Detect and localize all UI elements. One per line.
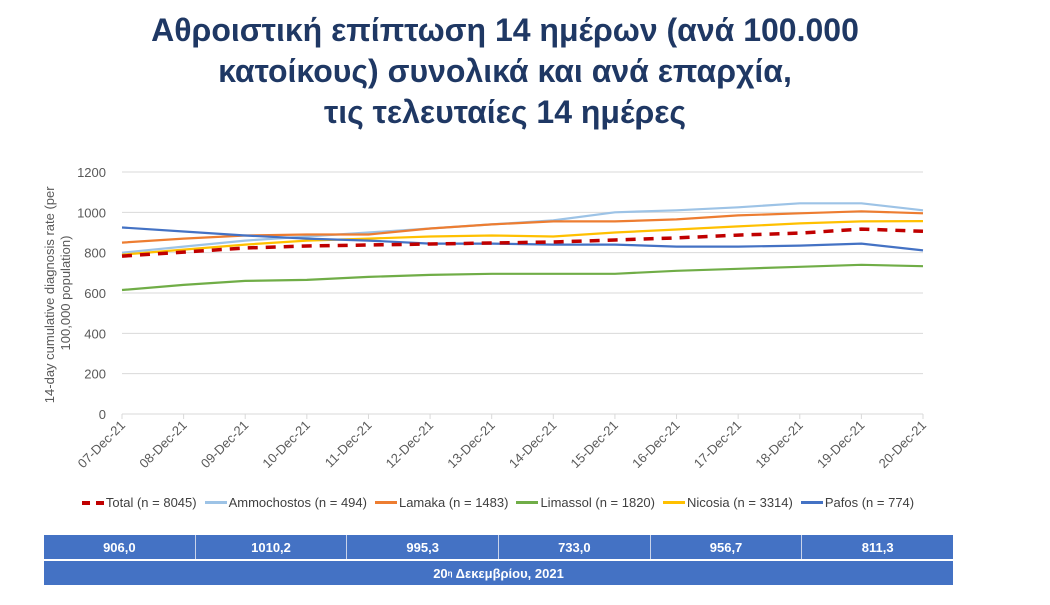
grid [122,171,923,415]
value-limassol: 733,0 [499,535,651,559]
x-tick-label: 18-Dec-21 [752,418,806,472]
title-line: κατοίκους) συνολικά και ανά επαρχία, [218,53,792,89]
series-lines [121,202,924,292]
legend-swatch [800,501,823,504]
x-tick-label: 15-Dec-21 [568,418,622,472]
legend-swatch [81,500,104,505]
legend-item: Nicosia (n = 3314) [662,495,793,510]
value-larnaka: 995,3 [347,535,500,559]
y-tick-label: 1200 [77,165,106,180]
legend-label: Pafos (n = 774) [824,495,915,510]
y-axis-label: 14-day cumulative diagnosis rate (per 10… [42,183,73,403]
legend-label: Lamaka (n = 1483) [398,495,509,510]
x-tick-label: 14-Dec-21 [506,418,560,472]
legend-label: Total (n = 8045) [105,495,197,510]
date-row: 20 η Δεκεμβρίου, 2021 [44,561,953,585]
series-line-limassol [121,263,924,292]
series-line-total [121,227,924,258]
summary-table: 906,0 1010,2 995,3 733,0 956,7 811,3 20 η… [44,535,953,585]
date-sup: η [447,568,453,578]
legend: Total (n = 8045) Ammochostos (n = 494) Lam… [28,495,968,510]
y-tick-label: 600 [84,286,106,301]
value-pafos: 811,3 [861,539,894,555]
values-row: 906,0 1010,2 995,3 733,0 956,7 811,3 [44,535,953,559]
slide-title: Αθροιστική επίπτωση 14 ημέρων (ανά 100.0… [0,10,1010,133]
x-ticks: 07-Dec-21 08-Dec-21 09-Dec-21 10-Dec-21 11-D… [75,414,930,472]
series-line-nicosia [121,220,924,256]
x-tick-label: 12-Dec-21 [383,418,437,472]
date-day: 20 [433,565,448,581]
title-line: τις τελευταίες 14 ημέρες [323,94,687,130]
legend-item: Limassol (n = 1820) [516,495,655,510]
legend-swatch [662,501,685,504]
line-chart: 0 200 400 600 800 1000 1200 07-Dec-21 08-Dec-21… [42,165,930,472]
x-tick-label: 20-Dec-21 [876,418,930,472]
x-tick-label: 13-Dec-21 [444,418,498,472]
value-nicosia: 956,7 [651,535,803,559]
legend-label: Ammochostos (n = 494) [228,495,367,510]
value-total: 906,0 [44,535,196,559]
x-tick-label: 09-Dec-21 [198,418,252,472]
title-line: Αθροιστική επίπτωση 14 ημέρων (ανά 100.0… [151,12,859,48]
series-line-pafos [121,226,924,252]
date-rest: Δεκεμβρίου, 2021 [452,565,564,581]
legend-label: Limassol (n = 1820) [540,495,655,510]
legend-item: Pafos (n = 774) [800,495,915,510]
legend-swatch [374,501,397,504]
y-tick-label: 1000 [77,205,106,220]
y-axis-label-line: 100,000 population) [58,236,73,351]
legend-label: Nicosia (n = 3314) [686,495,793,510]
legend-swatch [516,501,539,504]
x-tick-label: 10-Dec-21 [259,418,313,472]
x-tick-label: 11-Dec-21 [322,418,375,471]
y-tick-label: 200 [84,367,106,382]
legend-item: Total (n = 8045) [81,495,197,510]
legend-item: Lamaka (n = 1483) [374,495,509,510]
x-tick-label: 16-Dec-21 [629,418,683,472]
y-tick-label: 800 [84,246,106,261]
y-tick-label: 0 [99,407,106,422]
x-tick-label: 07-Dec-21 [75,418,129,472]
y-axis-label-line: 14-day cumulative diagnosis rate (per [42,186,57,403]
legend-swatch [204,501,227,504]
legend-item: Ammochostos (n = 494) [204,495,367,510]
value-ammochostos: 1010,2 [196,535,348,559]
x-tick-label: 17-Dec-21 [691,418,745,472]
x-tick-label: 08-Dec-21 [136,418,190,472]
series-line-lamaka [121,210,924,244]
x-tick-label: 19-Dec-21 [814,418,868,472]
y-tick-label: 400 [84,326,106,341]
y-ticks: 0 200 400 600 800 1000 1200 [77,165,106,422]
